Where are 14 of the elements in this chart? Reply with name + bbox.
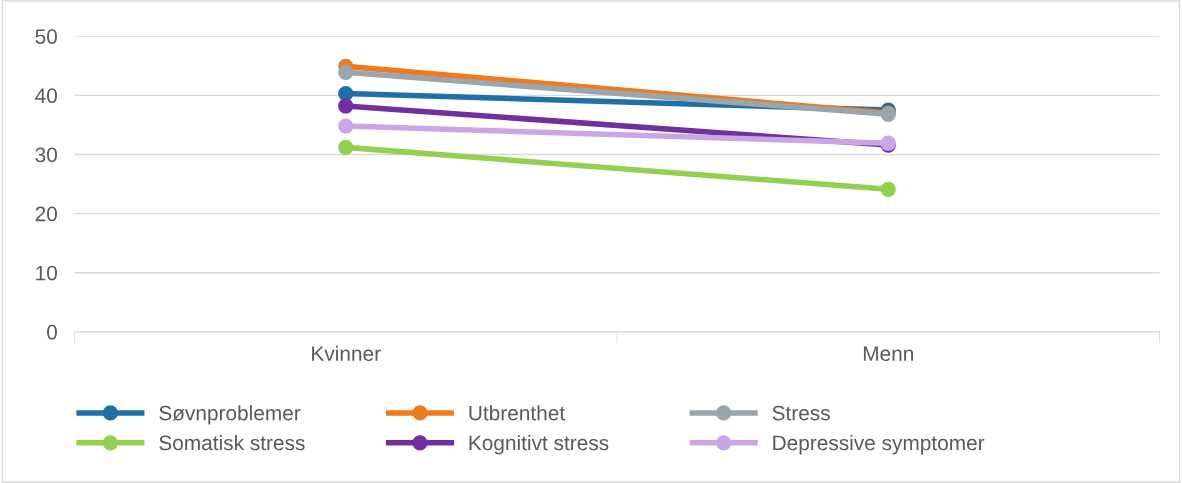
legend-label: Depressive symptomer — [773, 434, 985, 455]
legend-label: Søvnproblemer — [159, 405, 301, 425]
y-tick-label: 0 — [47, 324, 57, 340]
legend-label: Utbrenthet — [469, 405, 565, 421]
legend-label: Stress — [772, 405, 830, 421]
y-tick-label: 20 — [35, 206, 57, 222]
x-tick-label: Menn — [863, 346, 913, 362]
x-tick-label: Kvinner — [312, 345, 381, 362]
legend-label: Somatisk stress — [159, 434, 305, 451]
y-tick-label: 10 — [36, 265, 57, 281]
y-tick-label: 30 — [35, 147, 57, 163]
legend-label: Kognitivt stress — [469, 434, 609, 455]
y-tick-label: 40 — [35, 88, 57, 104]
y-tick-label: 50 — [35, 29, 57, 44]
